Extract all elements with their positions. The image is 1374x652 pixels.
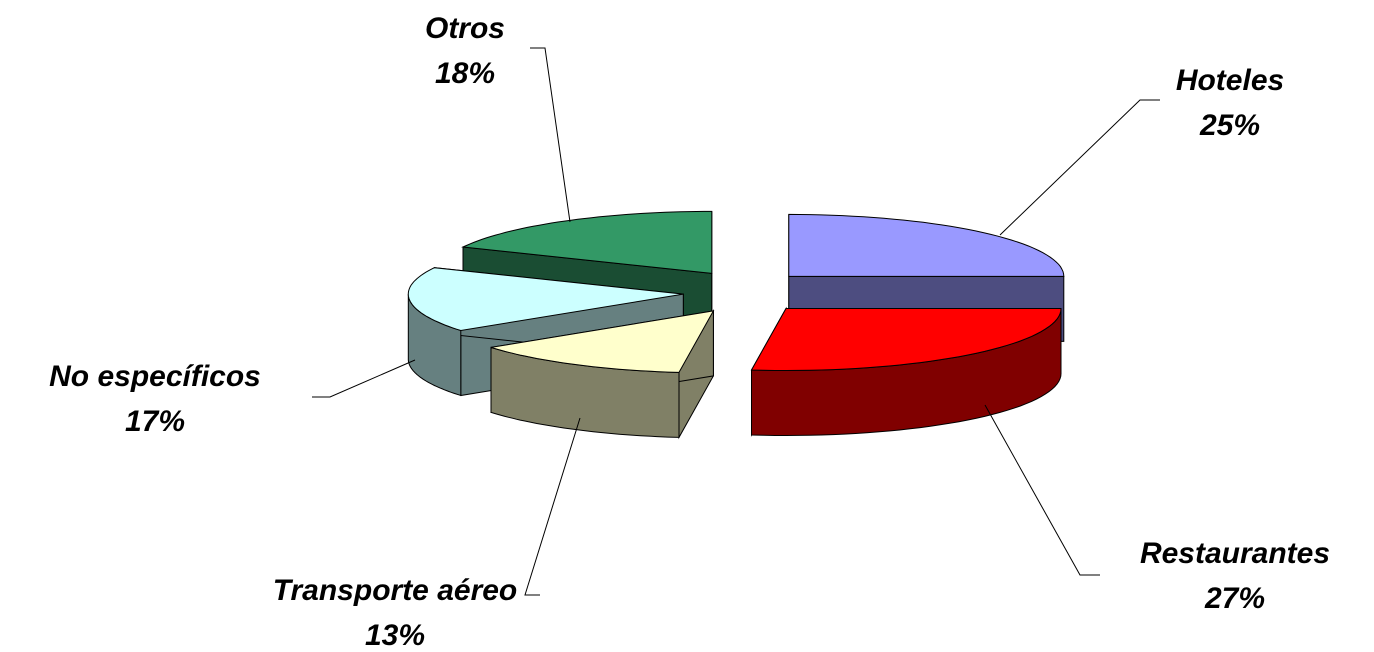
slice-top [407, 267, 684, 332]
value-label: 25% [1199, 109, 1260, 142]
category-label: Otros [425, 12, 505, 45]
value-label: 13% [365, 619, 425, 652]
slice [750, 306, 1062, 437]
slice-top [490, 310, 715, 373]
slice-top [461, 210, 713, 274]
leader-line [999, 99, 1160, 236]
value-label: 27% [1204, 582, 1265, 615]
slice [490, 308, 715, 440]
slice-top [750, 308, 1062, 371]
category-label: No específicos [49, 360, 261, 393]
category-label: Hoteles [1176, 64, 1284, 97]
leader-line [524, 417, 581, 596]
category-label: Restaurantes [1140, 537, 1330, 570]
leader-line [312, 359, 416, 398]
leader-line [984, 404, 1100, 576]
value-label: 18% [435, 57, 495, 90]
category-label: Transporte aéreo [273, 574, 518, 607]
leader-line [530, 47, 571, 223]
value-label: 17% [125, 405, 185, 438]
slice-top [788, 213, 1065, 277]
